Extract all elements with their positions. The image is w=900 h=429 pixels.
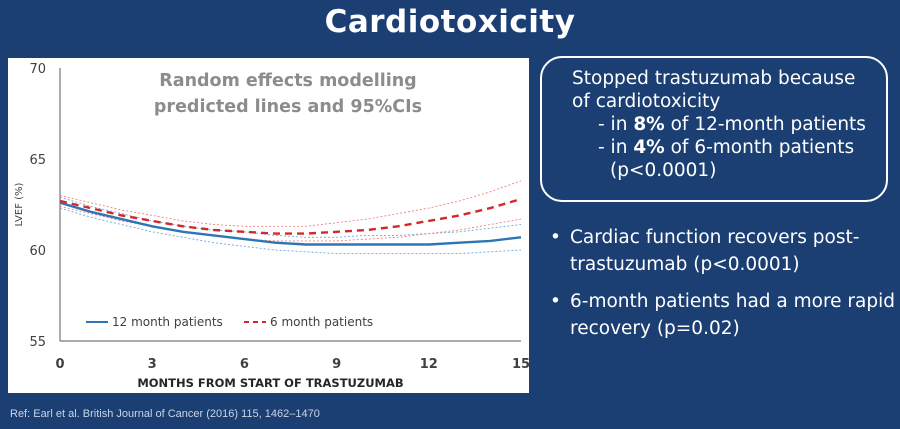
callout-item-prefix: - in xyxy=(598,137,634,158)
bullet-list: • Cardiac function recovers post-trastuz… xyxy=(546,224,896,352)
callout-item-6-month: - in 4% of 6-month patients xyxy=(572,136,876,159)
ci-lower-line xyxy=(59,205,522,242)
x-tick-label: 0 xyxy=(55,357,64,372)
y-tick-label: 65 xyxy=(29,153,46,168)
callout-item-prefix: - in xyxy=(598,114,634,135)
bullet-text: Cardiac function recovers post-trastuzum… xyxy=(570,227,860,275)
ci-lower-line xyxy=(59,207,522,255)
series-line xyxy=(59,197,522,235)
ci-upper-line xyxy=(59,180,522,227)
bullet-item: • Cardiac function recovers post-trastuz… xyxy=(546,224,896,278)
callout-item-12-month: - in 8% of 12-month patients xyxy=(572,113,876,136)
ci-upper-line xyxy=(59,196,522,238)
callout-pvalue: (p<0.0001) xyxy=(610,160,717,181)
lvef-line-chart: 55 60 65 70 0 3 6 9 12 15 MONTHS FROM START OF TRA… xyxy=(14,62,529,390)
x-tick-label: 12 xyxy=(420,357,438,372)
x-tick-label: 15 xyxy=(512,357,529,372)
y-tick-label: 60 xyxy=(29,244,46,259)
series-line xyxy=(59,201,522,246)
cardiotoxicity-callout: Stopped trastuzumab because of cardiotox… xyxy=(540,56,888,202)
x-tick-label: 6 xyxy=(240,357,249,372)
legend-entry: 12 month patients xyxy=(112,315,223,329)
bullet-text: 6-month patients had a more rapid recove… xyxy=(570,291,895,339)
slide-title: Cardiotoxicity xyxy=(324,4,576,40)
callout-item-percent: 4% xyxy=(633,137,665,158)
reference-citation: Ref: Earl et al. British Journal of Canc… xyxy=(10,408,320,420)
bullet-symbol: • xyxy=(550,291,561,312)
callout-line-2: of cardiotoxicity xyxy=(572,91,721,112)
callout-item-percent: 8% xyxy=(633,114,665,135)
callout-line-1: Stopped trastuzumab because xyxy=(572,68,856,89)
callout-item-suffix: of 6-month patients xyxy=(664,137,855,158)
x-axis-label: MONTHS FROM START OF TRASTUZUMAB xyxy=(137,376,403,390)
legend-entry: 6 month patients xyxy=(270,315,373,329)
chart-annotation-line: predicted lines and 95%CIs xyxy=(154,97,422,117)
x-tick-label: 3 xyxy=(148,357,157,372)
chart-panel: 55 60 65 70 0 3 6 9 12 15 MONTHS FROM START OF TRA… xyxy=(8,58,529,393)
y-axis-label: LVEF (%) xyxy=(14,182,25,226)
y-tick-label: 55 xyxy=(29,335,46,350)
y-tick-label: 70 xyxy=(29,62,46,77)
bullet-item: • 6-month patients had a more rapid reco… xyxy=(546,288,896,342)
x-tick-label: 9 xyxy=(332,357,341,372)
bullet-symbol: • xyxy=(550,227,561,248)
callout-item-suffix: of 12-month patients xyxy=(664,114,866,135)
chart-annotation-line: Random effects modelling xyxy=(159,71,416,91)
